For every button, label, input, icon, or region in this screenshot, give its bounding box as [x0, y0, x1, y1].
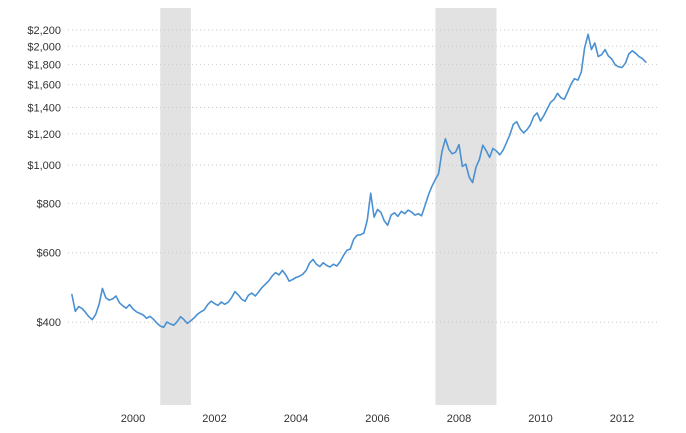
y-tick-label: $400	[37, 317, 61, 329]
x-tick-label: 2000	[121, 413, 145, 425]
recession-band	[160, 8, 191, 405]
x-tick-label: 2010	[528, 413, 552, 425]
y-tick-label: $2,200	[27, 25, 61, 37]
x-tick-label: 2006	[365, 413, 389, 425]
y-tick-label: $1,800	[27, 59, 61, 71]
y-tick-label: $1,600	[27, 80, 61, 92]
x-tick-label: 2002	[202, 413, 226, 425]
y-tick-label: $1,000	[27, 160, 61, 172]
price-line	[71, 33, 647, 329]
y-tick-label: $800	[37, 198, 61, 210]
y-tick-label: $2,000	[27, 41, 61, 53]
x-tick-label: 2012	[610, 413, 634, 425]
x-tick-label: 2004	[284, 413, 308, 425]
y-tick-label: $1,400	[27, 103, 61, 115]
y-tick-label: $600	[37, 248, 61, 260]
x-tick-label: 2008	[447, 413, 471, 425]
recession-band	[435, 8, 497, 405]
y-tick-label: $1,200	[27, 129, 61, 141]
